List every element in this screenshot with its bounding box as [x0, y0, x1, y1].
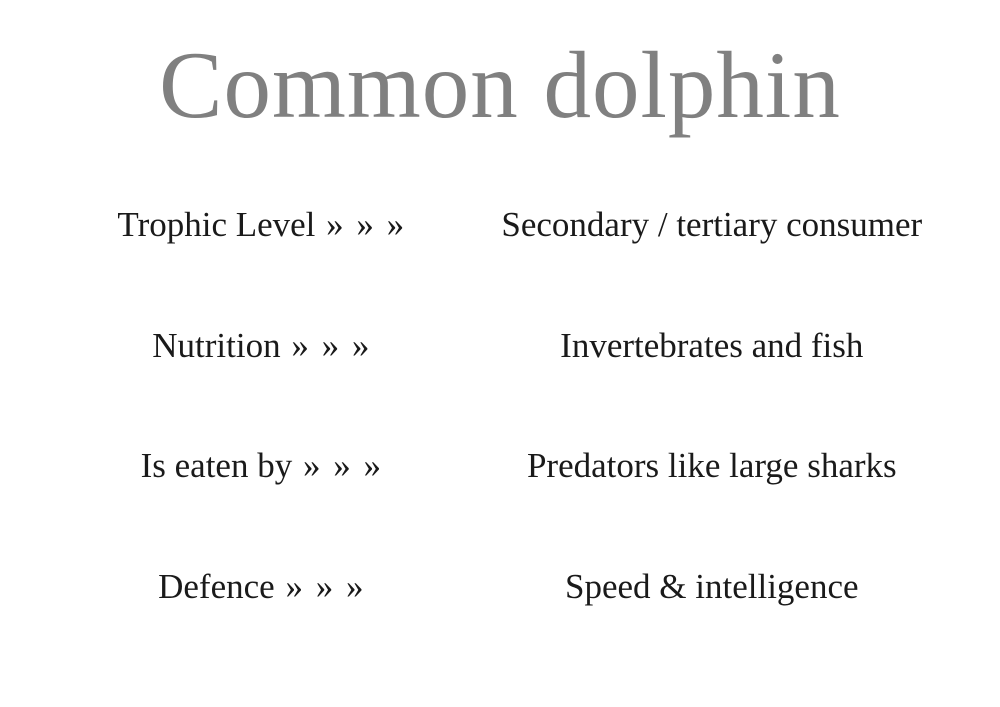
row-value: Secondary / tertiary consumer: [474, 203, 940, 247]
arrows-icon: » » »: [281, 326, 372, 365]
arrows-icon: » » »: [315, 205, 406, 244]
row-label: Defence » » »: [60, 567, 474, 607]
label-text: Defence: [158, 567, 275, 606]
row-value: Predators like large sharks: [474, 444, 940, 488]
label-text: Trophic Level: [117, 205, 315, 244]
row-value: Speed & intelligence: [474, 565, 940, 609]
arrows-icon: » » »: [275, 567, 366, 606]
label-text: Is eaten by: [141, 446, 293, 485]
slide-title: Common dolphin: [40, 30, 960, 140]
info-row-defence: Defence » » » Speed & intelligence: [60, 565, 940, 609]
info-row-trophic: Trophic Level » » » Secondary / tertiary…: [60, 203, 940, 247]
row-label: Trophic Level » » »: [60, 205, 474, 245]
info-row-eaten-by: Is eaten by » » » Predators like large s…: [60, 444, 940, 488]
slide-container: Common dolphin Trophic Level » » » Secon…: [0, 0, 1000, 707]
info-row-nutrition: Nutrition » » » Invertebrates and fish: [60, 324, 940, 368]
row-value: Invertebrates and fish: [474, 324, 940, 368]
row-label: Is eaten by » » »: [60, 446, 474, 486]
row-label: Nutrition » » »: [60, 326, 474, 366]
label-text: Nutrition: [152, 326, 280, 365]
info-rows: Trophic Level » » » Secondary / tertiary…: [40, 165, 960, 667]
arrows-icon: » » »: [292, 446, 383, 485]
